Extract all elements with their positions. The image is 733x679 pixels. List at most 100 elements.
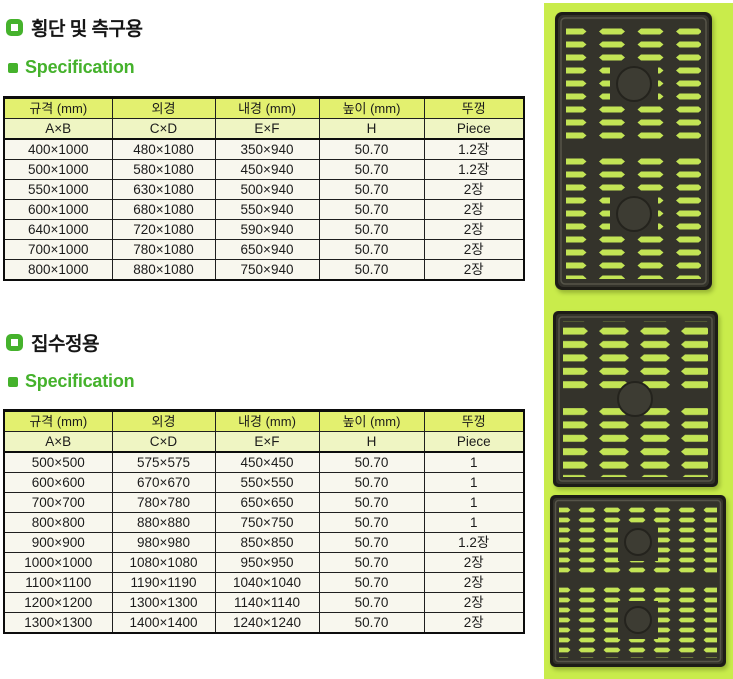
table-row: 400×1000 480×1080 350×940 50.70 1.2장 — [3, 138, 525, 160]
table-row: 600×600 670×670 550×550 50.70 1 — [3, 472, 525, 493]
table-cell: 50.70 — [318, 612, 425, 634]
table-cell: 외경 — [111, 97, 216, 119]
table-cell: 50.70 — [318, 472, 425, 493]
table-cell: 1.2장 — [423, 532, 525, 553]
table-cell: 1140×1140 — [214, 592, 320, 613]
table-cell: Piece — [423, 118, 525, 140]
table-cell: 50.70 — [318, 532, 425, 553]
table-row: 1200×1200 1300×1300 1140×1140 50.70 2장 — [3, 592, 525, 613]
table-row: 550×1000 630×1080 500×940 50.70 2장 — [3, 179, 525, 200]
table-cell: 750×940 — [214, 259, 320, 281]
section-title: 횡단 및 측구용 — [31, 19, 143, 40]
table-cell: 규격 (mm) — [3, 410, 113, 432]
spec-table-crossing: 규격 (mm) 외경 내경 (mm) 높이 (mm) 뚜껑 A×B C×D E×F H Piece… — [3, 96, 525, 281]
table-cell: 630×1080 — [111, 179, 216, 200]
table-cell: 580×1080 — [111, 159, 216, 180]
table-cell: 670×670 — [111, 472, 216, 493]
table-cell: 2장 — [423, 592, 525, 613]
table-cell: 500×1000 — [3, 159, 113, 180]
section-title: 집수정용 — [31, 334, 99, 355]
table-cell: 1 — [423, 472, 525, 493]
section-basin-spec-row: Specification — [8, 371, 135, 392]
spec-row: Specification — [8, 371, 135, 392]
table-row: 800×1000 880×1080 750×940 50.70 2장 — [3, 259, 525, 281]
table-cell: 1080×1080 — [111, 552, 216, 573]
table-cell: 780×780 — [111, 492, 216, 513]
table-cell: 외경 — [111, 410, 216, 432]
table-cell: 2장 — [423, 179, 525, 200]
table-cell: 1.2장 — [423, 138, 525, 160]
table-cell: 700×700 — [3, 492, 113, 513]
table-cell: E×F — [214, 431, 320, 453]
table-cell: 950×950 — [214, 552, 320, 573]
table-cell: 800×1000 — [3, 259, 113, 281]
table-cell: 800×800 — [3, 512, 113, 533]
section-square-bullet-icon — [6, 334, 23, 351]
table-row: 900×900 980×980 850×850 50.70 1.2장 — [3, 532, 525, 553]
table-cell: 650×650 — [214, 492, 320, 513]
table-cell: 880×880 — [111, 512, 216, 533]
table-cell: 2장 — [423, 612, 525, 634]
table-cell: 600×600 — [3, 472, 113, 493]
table-cell: Piece — [423, 431, 525, 453]
table-cell: 50.70 — [318, 219, 425, 240]
table-cell: 1400×1400 — [111, 612, 216, 634]
table-cell: 2장 — [423, 572, 525, 593]
table-cell: C×D — [111, 431, 216, 453]
table-row: 600×1000 680×1080 550×940 50.70 2장 — [3, 199, 525, 220]
table-cell: 600×1000 — [3, 199, 113, 220]
table-cell: 780×1080 — [111, 239, 216, 260]
table-cell: 1190×1190 — [111, 572, 216, 593]
table-cell: E×F — [214, 118, 320, 140]
section-crossing-title-row: 횡단 및 측구용 — [6, 14, 143, 41]
table-cell: A×B — [3, 431, 113, 453]
table-cell: 1040×1040 — [214, 572, 320, 593]
table-cell: 500×940 — [214, 179, 320, 200]
table-cell: 50.70 — [318, 239, 425, 260]
table-row: 1100×1100 1190×1190 1040×1040 50.70 2장 — [3, 572, 525, 593]
table-cell: 50.70 — [318, 572, 425, 593]
table-row: 700×1000 780×1080 650×940 50.70 2장 — [3, 239, 525, 260]
table-cell: 1.2장 — [423, 159, 525, 180]
table-cell: 50.70 — [318, 159, 425, 180]
table-cell: 50.70 — [318, 199, 425, 220]
rect-grate-photo — [555, 12, 712, 290]
table-cell: 880×1080 — [111, 259, 216, 281]
table-cell: 400×1000 — [3, 138, 113, 160]
table-cell: 높이 (mm) — [318, 410, 425, 432]
spec-square-bullet-icon — [8, 376, 18, 387]
table-cell: 750×750 — [214, 512, 320, 533]
spec-table-basin: 규격 (mm) 외경 내경 (mm) 높이 (mm) 뚜껑 A×B C×D E×F H Piece… — [3, 409, 525, 634]
table-cell: 550×940 — [214, 199, 320, 220]
table-header-row: 규격 (mm) 외경 내경 (mm) 높이 (mm) 뚜껑 — [3, 97, 525, 119]
table-row: 500×1000 580×1080 450×940 50.70 1.2장 — [3, 159, 525, 180]
table-cell: 2장 — [423, 259, 525, 281]
table-row: 700×700 780×780 650×650 50.70 1 — [3, 492, 525, 513]
table-cell: 50.70 — [318, 512, 425, 533]
table-cell: 550×1000 — [3, 179, 113, 200]
table-cell: 2장 — [423, 219, 525, 240]
table-row: 800×800 880×880 750×750 50.70 1 — [3, 512, 525, 533]
table-cell: 규격 (mm) — [3, 97, 113, 119]
product-photo-panel — [544, 3, 733, 679]
table-cell: 720×1080 — [111, 219, 216, 240]
table-subheader-row: A×B C×D E×F H Piece — [3, 118, 525, 140]
table-cell: 1000×1000 — [3, 552, 113, 573]
table-cell: 450×450 — [214, 451, 320, 473]
table-header-row: 규격 (mm) 외경 내경 (mm) 높이 (mm) 뚜껑 — [3, 410, 525, 432]
title-row: 횡단 및 측구용 — [6, 14, 143, 41]
table-cell: 내경 (mm) — [214, 410, 320, 432]
table-cell: 1200×1200 — [3, 592, 113, 613]
table-cell: 550×550 — [214, 472, 320, 493]
table-cell: 50.70 — [318, 138, 425, 160]
table-cell: A×B — [3, 118, 113, 140]
square-grate-photo — [553, 311, 718, 487]
table-cell: 50.70 — [318, 259, 425, 281]
table-cell: 900×900 — [3, 532, 113, 553]
table-cell: 뚜껑 — [423, 410, 525, 432]
table-cell: 500×500 — [3, 451, 113, 473]
title-row: 집수정용 — [6, 329, 99, 356]
table-cell: 680×1080 — [111, 199, 216, 220]
table-cell: 1 — [423, 512, 525, 533]
table-cell: 1300×1300 — [111, 592, 216, 613]
